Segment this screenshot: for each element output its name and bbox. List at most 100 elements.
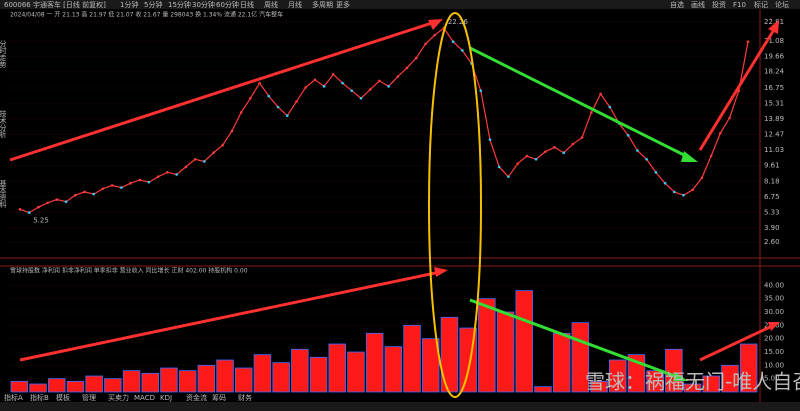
tool-button[interactable]: 投资 — [712, 0, 726, 9]
close-point — [359, 97, 363, 100]
watermark: 雪球：祸福无门-唯人自召 — [585, 370, 800, 394]
close-point — [516, 162, 519, 165]
bar — [590, 380, 608, 393]
indicator-tab[interactable]: 管理 — [82, 393, 96, 402]
y-tick-label: 16.75 — [764, 84, 784, 92]
indicator-tab[interactable]: 财务 — [238, 393, 252, 402]
close-point — [193, 157, 197, 161]
indicator-tab[interactable]: 资金流 — [186, 393, 207, 402]
indicator-tab[interactable]: KDJ — [160, 394, 172, 402]
close-point — [166, 171, 169, 174]
close-point — [414, 56, 418, 60]
period-tab[interactable]: 5分钟 — [144, 0, 162, 9]
close-point — [313, 78, 317, 82]
period-tab[interactable]: 更多 — [336, 0, 350, 9]
bar — [48, 378, 66, 393]
close-point — [728, 116, 731, 120]
indicator-tab[interactable]: 模板 — [56, 393, 70, 402]
close-point — [184, 165, 188, 169]
close-point — [525, 154, 529, 158]
period-tab[interactable]: 15分钟 — [168, 0, 191, 9]
close-point — [350, 89, 354, 92]
close-point — [46, 201, 49, 205]
close-point — [387, 85, 390, 88]
arrowhead — [681, 151, 698, 162]
close-point — [285, 114, 289, 118]
period-tab[interactable]: 周线 — [264, 0, 278, 9]
bar — [683, 383, 702, 393]
close-point — [239, 111, 243, 114]
period-tab[interactable]: 日线 — [240, 0, 254, 9]
bar — [721, 364, 739, 393]
period-tab[interactable]: 60分钟 — [216, 0, 239, 9]
bar — [702, 375, 721, 393]
bar — [478, 298, 496, 393]
arrowhead — [768, 20, 779, 34]
bar — [104, 378, 122, 393]
bar — [552, 332, 571, 393]
info-line: 2024/04/08 一 开 21.13 高 21.97 低 21.07 收 2… — [10, 11, 283, 19]
close-point — [341, 81, 344, 85]
close-point — [212, 151, 215, 155]
close-point — [562, 151, 565, 155]
close-point — [719, 131, 722, 135]
close-point — [507, 175, 510, 178]
period-tab[interactable]: 多周期 — [312, 0, 333, 9]
y-tick-label: 40.00 — [764, 281, 784, 289]
close-point — [700, 176, 704, 180]
indicator-tab[interactable]: MACD — [134, 394, 155, 402]
close-point — [599, 92, 602, 96]
close-point — [27, 211, 31, 214]
y-tick-label: 30.00 — [764, 308, 784, 316]
close-point — [590, 111, 593, 114]
close-point — [709, 154, 713, 158]
stock-code: 600066 宇通客车 [日线 前复权] — [4, 0, 106, 9]
close-point — [424, 42, 427, 46]
close-point — [101, 187, 105, 190]
close-point — [147, 180, 151, 184]
bar — [646, 370, 664, 393]
red-arrow — [699, 324, 773, 362]
arrowhead — [434, 267, 448, 277]
highlight-ellipse — [428, 12, 482, 398]
tool-button[interactable]: 画线 — [691, 0, 705, 9]
period-tab[interactable]: 1分钟 — [120, 0, 138, 9]
tool-button[interactable]: 自选 — [670, 0, 684, 9]
bar — [66, 380, 85, 393]
top-bar — [0, 0, 800, 9]
bar — [347, 351, 365, 393]
y-tick-label: 15.31 — [764, 100, 784, 108]
close-point — [138, 178, 142, 182]
indicator-tab[interactable]: 指标A — [4, 393, 23, 402]
close-point — [267, 94, 271, 98]
tool-button[interactable]: F10 — [733, 1, 746, 9]
close-point — [654, 171, 658, 174]
period-tab[interactable]: 30分钟 — [192, 0, 215, 9]
close-point — [249, 97, 252, 100]
bar — [384, 346, 403, 393]
close-point — [553, 145, 556, 149]
close-point — [488, 138, 492, 141]
close-point — [322, 85, 326, 88]
y-tick-label: 21.08 — [764, 37, 784, 45]
tool-button[interactable]: 论坛 — [775, 0, 789, 9]
tool-button[interactable]: 标记 — [754, 0, 768, 9]
y-tick-label: 2.60 — [764, 238, 780, 246]
y-tick-label: 19.66 — [764, 52, 785, 60]
indicator-tab[interactable]: 买卖力 — [108, 393, 129, 402]
arrowhead — [428, 19, 443, 30]
period-tab[interactable]: 月线 — [288, 0, 302, 9]
arrowhead — [768, 322, 780, 331]
close-point — [73, 193, 77, 197]
close-point — [746, 40, 750, 44]
indicator-tab[interactable]: 筹码 — [212, 393, 226, 402]
green-arrow — [469, 298, 681, 380]
indicator-tab[interactable]: 指标B — [30, 393, 49, 402]
y-tick-label: 12.47 — [764, 131, 784, 139]
low-label: 5.25 — [33, 217, 49, 225]
close-point — [55, 198, 59, 201]
close-point — [276, 105, 280, 109]
bar — [85, 375, 103, 393]
bar — [178, 370, 197, 393]
